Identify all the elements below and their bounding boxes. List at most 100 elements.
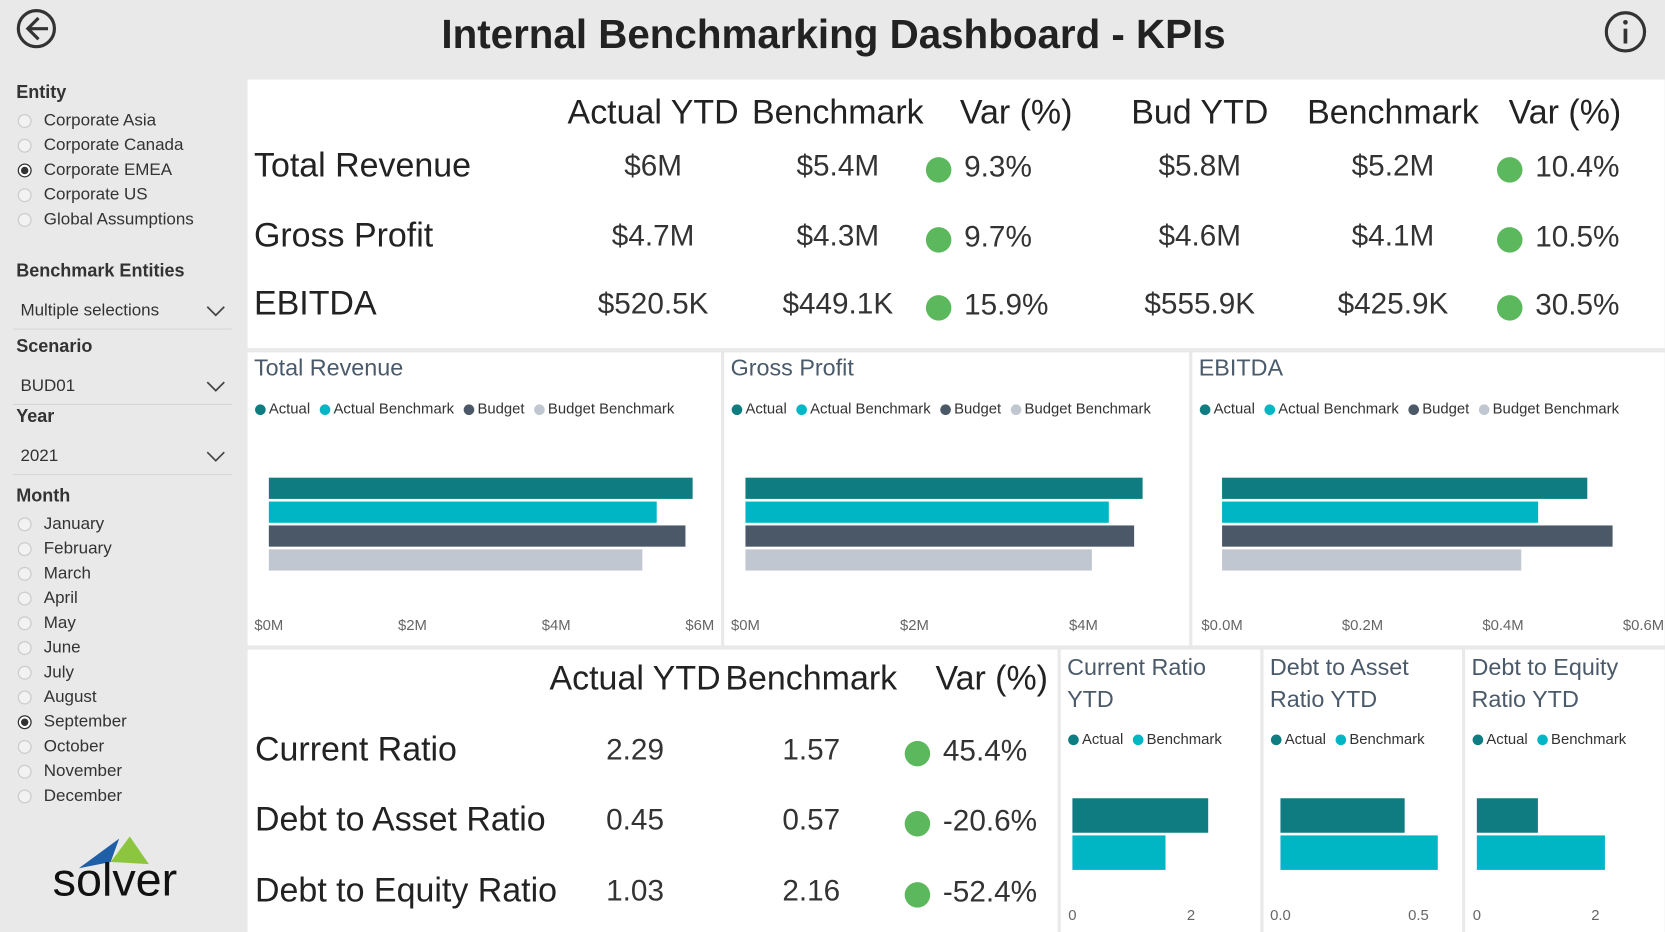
radio-button[interactable]	[17, 764, 32, 779]
row-label: Debt to Equity Ratio	[255, 872, 557, 910]
radio-button[interactable]	[17, 591, 32, 606]
column-header: Bud YTD	[1131, 94, 1268, 132]
filter-option[interactable]: Corporate Asia	[44, 110, 157, 129]
radio-button[interactable]	[17, 542, 32, 557]
dropdown[interactable]: 2021	[13, 446, 232, 476]
legend-label: Budget Benchmark	[1493, 402, 1620, 418]
filter-option[interactable]: Corporate US	[44, 185, 148, 204]
x-tick-label: 0	[1068, 908, 1076, 924]
back-button[interactable]	[16, 9, 57, 49]
radio-button[interactable]	[17, 641, 32, 656]
table-cell: $449.1K	[782, 288, 893, 321]
legend-label: Actual	[269, 402, 310, 418]
radio-button[interactable]	[17, 188, 32, 203]
legend-swatch	[1537, 734, 1548, 746]
logo-text: solver	[53, 854, 178, 906]
legend-swatch	[255, 404, 266, 416]
filter-option[interactable]: Corporate Canada	[44, 135, 184, 154]
panel	[247, 79, 1665, 349]
legend-swatch	[796, 404, 807, 416]
legend-label: Benchmark	[1147, 732, 1223, 748]
filter-option[interactable]: June	[44, 638, 81, 657]
radio-button[interactable]	[17, 739, 32, 754]
x-tick-label: 0	[1473, 908, 1481, 924]
radio-button[interactable]	[17, 690, 32, 705]
bar	[1476, 835, 1605, 870]
legend-swatch	[1010, 404, 1022, 416]
bar	[1222, 549, 1522, 571]
filter-option[interactable]: December	[44, 786, 123, 805]
radio-button[interactable]	[17, 566, 32, 581]
dropdown[interactable]: BUD01	[13, 376, 232, 405]
table-cell: $4.1M	[1352, 220, 1435, 253]
legend-label: Actual	[1486, 732, 1527, 748]
legend-label: Benchmark	[1349, 732, 1425, 748]
radio-button[interactable]	[17, 114, 32, 129]
chart-title: EBITDA	[1199, 355, 1284, 381]
dropdown-chevron	[206, 381, 225, 392]
filter-option[interactable]: March	[44, 563, 91, 582]
table-cell: 2.16	[782, 875, 840, 908]
legend-swatch	[731, 404, 743, 416]
x-tick-label: $2M	[398, 618, 427, 634]
radio-button[interactable]	[17, 517, 32, 532]
table-cell: 15.9%	[964, 289, 1048, 322]
bar	[1476, 798, 1538, 833]
legend-swatch	[463, 404, 475, 416]
filter-option[interactable]: November	[44, 761, 123, 780]
radio-button[interactable]	[17, 665, 32, 680]
radio-button[interactable]	[17, 789, 32, 804]
info-button[interactable]	[1604, 11, 1647, 53]
bar	[745, 525, 1135, 547]
legend-label: Budget	[477, 402, 525, 418]
radio-button[interactable]	[17, 138, 32, 153]
legend-label: Actual	[1082, 732, 1123, 748]
status-indicator	[1497, 295, 1523, 321]
filter-option[interactable]: Global Assumptions	[44, 209, 194, 228]
panel	[1465, 649, 1665, 932]
legend-swatch	[1068, 734, 1079, 746]
bar	[1222, 477, 1588, 499]
column-header: Var (%)	[935, 659, 1048, 697]
chart-title-box: Current Ratio YTD	[1067, 654, 1206, 712]
table-cell: 0.45	[606, 803, 664, 836]
filter-option[interactable]: May	[44, 613, 77, 632]
x-tick-label: $2M	[900, 618, 929, 634]
filter-option[interactable]: September	[44, 712, 127, 731]
filter-option[interactable]: January	[44, 514, 105, 533]
legend-label: Actual	[1285, 732, 1326, 748]
legend-label: Budget	[954, 402, 1002, 418]
legend-swatch	[1472, 734, 1484, 746]
filter-option[interactable]: October	[44, 736, 105, 755]
x-tick-label: $0.0M	[1201, 618, 1242, 634]
filter-option[interactable]: August	[44, 687, 97, 706]
table-cell: $5.4M	[797, 150, 880, 183]
chart-title-box: Debt to Equity Ratio YTD	[1472, 654, 1619, 712]
status-indicator	[1497, 227, 1523, 253]
legend-label: Actual Benchmark	[334, 402, 455, 418]
legend-swatch	[1335, 734, 1347, 746]
table-cell: $4.7M	[612, 220, 695, 253]
dropdown[interactable]: Multiple selections	[13, 301, 232, 330]
radio-button[interactable]	[17, 212, 32, 227]
legend-label: Budget Benchmark	[548, 402, 675, 418]
table-cell: $520.5K	[598, 288, 709, 321]
bar	[1072, 798, 1209, 833]
legend-swatch	[1478, 404, 1490, 416]
x-tick-label: $4M	[1069, 618, 1098, 634]
x-tick-label: 2	[1187, 908, 1195, 924]
panel	[1263, 649, 1462, 932]
dropdown-value: 2021	[20, 446, 58, 465]
radio-button[interactable]	[17, 616, 32, 631]
filter-option[interactable]: April	[44, 588, 78, 607]
filter-option[interactable]: Corporate EMEA	[44, 160, 173, 179]
table-cell: 2.29	[606, 733, 664, 766]
filter-option[interactable]: July	[44, 662, 75, 681]
column-header: Var (%)	[1509, 94, 1622, 132]
chart-title: Debt to Asset Ratio YTD	[1269, 653, 1409, 713]
filter-option[interactable]: February	[44, 539, 112, 558]
table-cell: 45.4%	[943, 734, 1027, 767]
status-indicator	[904, 740, 931, 767]
column-header: Actual YTD	[568, 94, 739, 132]
